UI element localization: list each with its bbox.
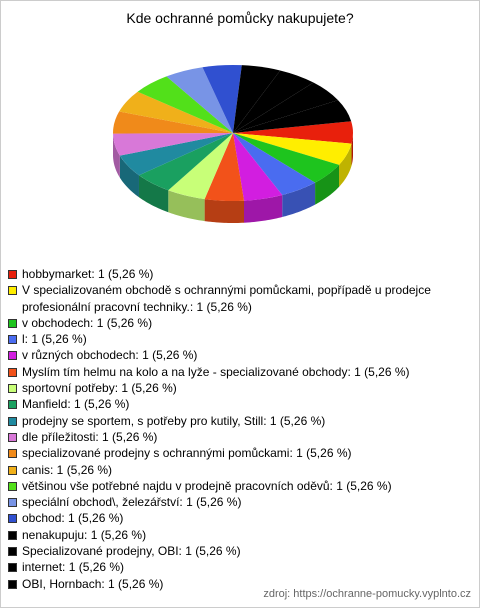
legend-swatch xyxy=(8,351,17,361)
legend-label: OBI, Hornbach: 1 (5,26 %) xyxy=(22,576,164,591)
legend: hobbymarket: 1 (5,26 %) V specializovaném… xyxy=(8,266,448,592)
slice xyxy=(233,133,283,201)
legend-item: obchod: 1 (5,26 %) xyxy=(8,510,448,526)
slice-side xyxy=(244,195,283,223)
legend-item: speciální obchod\, železářství: 1 (5,26 … xyxy=(8,494,448,510)
legend-item: specializované prodejny s ochrannými pom… xyxy=(8,445,448,461)
legend-swatch xyxy=(8,384,17,394)
slice xyxy=(233,133,316,196)
slice xyxy=(137,76,233,133)
legend-item: Manfield: 1 (5,26 %) xyxy=(8,396,448,412)
legend-item: l: 1 (5,26 %) xyxy=(8,331,448,347)
slice-side xyxy=(113,133,120,178)
legend-swatch xyxy=(8,579,17,589)
legend-item: dle příležitosti: 1 (5,26 %) xyxy=(8,429,448,445)
slice xyxy=(233,133,352,165)
legend-item: prodejny se sportem, s potřeby pro kutil… xyxy=(8,413,448,429)
legend-label: Manfield: 1 (5,26 %) xyxy=(22,397,130,412)
slice xyxy=(233,133,340,183)
legend-item: canis: 1 (5,26 %) xyxy=(8,462,448,478)
slice xyxy=(138,133,233,191)
legend-swatch xyxy=(8,270,17,279)
legend-swatch xyxy=(8,335,17,345)
legend-label: Specializované prodejny, OBI: 1 (5,26 %) xyxy=(22,544,241,559)
legend-label: canis: 1 (5,26 %) xyxy=(22,462,113,477)
legend-item: Myslím tím helmu na kolo a na lyže - spe… xyxy=(8,364,448,380)
legend-label: specializované prodejny s ochrannými pom… xyxy=(22,446,352,461)
legend-label: V specializovaném obchodě s ochrannými p… xyxy=(22,283,431,314)
chart-title: Kde ochranné pomůcky nakupujete? xyxy=(126,10,354,26)
legend-item: v obchodech: 1 (5,26 %) xyxy=(8,315,448,331)
legend-label: speciální obchod\, železářství: 1 (5,26 … xyxy=(22,495,242,510)
legend-label: l: 1 (5,26 %) xyxy=(22,332,87,347)
legend-label: v různých obchodech: 1 (5,26 %) xyxy=(22,348,198,363)
slice xyxy=(119,133,233,176)
legend-swatch xyxy=(8,481,17,491)
slice xyxy=(202,65,242,133)
legend-label: obchod: 1 (5,26 %) xyxy=(22,511,124,526)
slice xyxy=(233,65,281,133)
slice xyxy=(233,100,352,133)
pie-area xyxy=(113,65,354,223)
legend-swatch xyxy=(8,318,17,328)
slice xyxy=(233,70,314,133)
slice xyxy=(113,133,233,156)
slice-side xyxy=(119,155,139,198)
slice xyxy=(166,67,233,133)
slice xyxy=(113,111,233,134)
legend-label: většinou vše potřebné najdu v prodejně p… xyxy=(22,478,392,493)
slice xyxy=(168,133,233,200)
legend-item: OBI, Hornbach: 1 (5,26 %) xyxy=(8,576,448,592)
legend-swatch xyxy=(8,432,17,442)
legend-swatch xyxy=(8,465,17,475)
slice-side xyxy=(282,182,316,218)
legend-label: dle příležitosti: 1 (5,26 %) xyxy=(22,429,158,444)
legend-item: sportovní potřeby: 1 (5,26 %) xyxy=(8,380,448,396)
legend-swatch xyxy=(8,547,17,557)
legend-item: internet: 1 (5,26 %) xyxy=(8,559,448,575)
legend-swatch xyxy=(8,530,17,540)
legend-label: sportovní potřeby: 1 (5,26 %) xyxy=(22,381,177,396)
legend-label: nenakupuju: 1 (5,26 %) xyxy=(22,527,147,542)
legend-label: Myslím tím helmu na kolo a na lyže - spe… xyxy=(22,364,410,379)
legend-swatch xyxy=(8,400,17,410)
slice-side xyxy=(315,164,340,205)
slice xyxy=(233,82,339,133)
legend-item: většinou vše potřebné najdu v prodejně p… xyxy=(8,478,448,494)
legend-label: v obchodech: 1 (5,26 %) xyxy=(22,315,153,330)
source: zdroj: https://ochranne-pomucky.vyplnto.… xyxy=(263,588,471,600)
legend-swatch xyxy=(8,514,17,524)
legend-swatch xyxy=(8,367,17,377)
legend-swatch xyxy=(8,416,17,426)
legend-swatch xyxy=(8,449,17,459)
slice-side xyxy=(138,175,169,213)
legend-swatch xyxy=(8,498,17,508)
slice xyxy=(204,133,245,201)
slice-side xyxy=(168,190,205,222)
legend-label: hobbymarket: 1 (5,26 %) xyxy=(22,267,154,281)
slice-side xyxy=(204,199,245,223)
legend-item: V specializovaném obchodě s ochrannými p… xyxy=(8,282,448,315)
legend-label: prodejny se sportem, s potřeby pro kutil… xyxy=(22,413,326,428)
slice-side xyxy=(339,143,352,187)
legend-item: nenakupuju: 1 (5,26 %) xyxy=(8,527,448,543)
legend-item: Specializované prodejny, OBI: 1 (5,26 %) xyxy=(8,543,448,559)
slice xyxy=(233,121,354,144)
legend-swatch xyxy=(8,286,17,296)
slice xyxy=(119,91,233,133)
legend-item: hobbymarket: 1 (5,26 %) xyxy=(8,266,448,282)
legend-swatch xyxy=(8,563,17,573)
legend-label: internet: 1 (5,26 %) xyxy=(22,560,125,575)
legend-item: v různých obchodech: 1 (5,26 %) xyxy=(8,347,448,363)
slice-side xyxy=(351,133,353,166)
